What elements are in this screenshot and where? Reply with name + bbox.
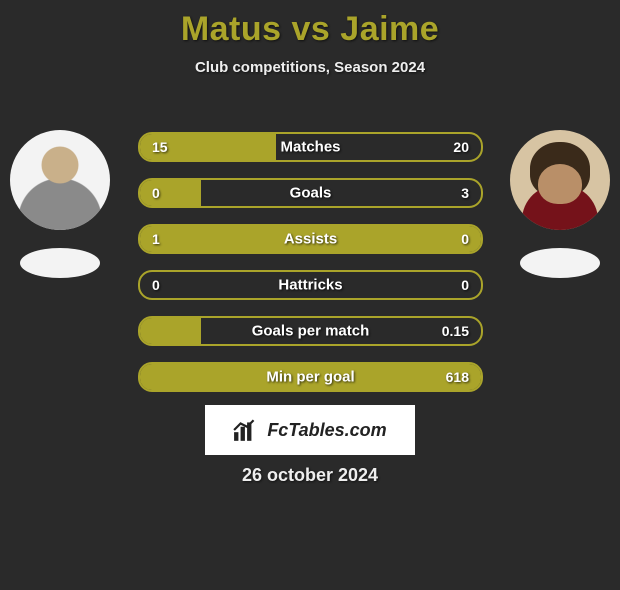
stat-value-right: 3 (461, 185, 469, 201)
player1-avatar (10, 130, 110, 230)
player2-name: Jaime (340, 10, 439, 48)
stat-label: Min per goal (266, 369, 354, 386)
stat-label: Goals per match (252, 323, 370, 340)
stats-bars: 15 Matches 20 0 Goals 3 1 Assists 0 0 Hattricks 0 Go… (138, 132, 483, 392)
stat-bar: 1 Assists 0 (138, 224, 483, 254)
stat-bar: Min per goal 618 (138, 362, 483, 392)
date-text: 26 october 2024 (0, 465, 620, 486)
stat-label: Assists (284, 231, 337, 248)
stat-label: Matches (280, 139, 340, 156)
page-title: Matus vs Jaime (0, 10, 620, 49)
player2-team-badge (520, 248, 600, 278)
brand-badge[interactable]: FcTables.com (205, 405, 415, 455)
subtitle: Club competitions, Season 2024 (0, 59, 620, 76)
stat-bar: 15 Matches 20 (138, 132, 483, 162)
stat-label: Goals (290, 185, 332, 202)
vs-text: vs (292, 10, 331, 48)
stat-value-right: 618 (446, 369, 469, 385)
right-player-column (505, 130, 615, 278)
stat-bar: Goals per match 0.15 (138, 316, 483, 346)
chart-icon (233, 419, 259, 441)
stat-value-right: 0 (461, 231, 469, 247)
stat-fill-left (140, 318, 201, 344)
left-player-column (5, 130, 115, 278)
stat-value-right: 20 (453, 139, 469, 155)
player1-name: Matus (181, 10, 282, 48)
stat-value-left: 0 (152, 277, 160, 293)
stat-label: Hattricks (278, 277, 342, 294)
stat-bar: 0 Goals 3 (138, 178, 483, 208)
stat-fill-left (140, 180, 201, 206)
player2-avatar (510, 130, 610, 230)
player1-team-badge (20, 248, 100, 278)
stat-value-right: 0 (461, 277, 469, 293)
stat-value-left: 15 (152, 139, 168, 155)
stat-bar: 0 Hattricks 0 (138, 270, 483, 300)
stat-value-left: 0 (152, 185, 160, 201)
brand-text: FcTables.com (267, 420, 386, 441)
stat-value-left: 1 (152, 231, 160, 247)
stat-value-right: 0.15 (442, 323, 469, 339)
